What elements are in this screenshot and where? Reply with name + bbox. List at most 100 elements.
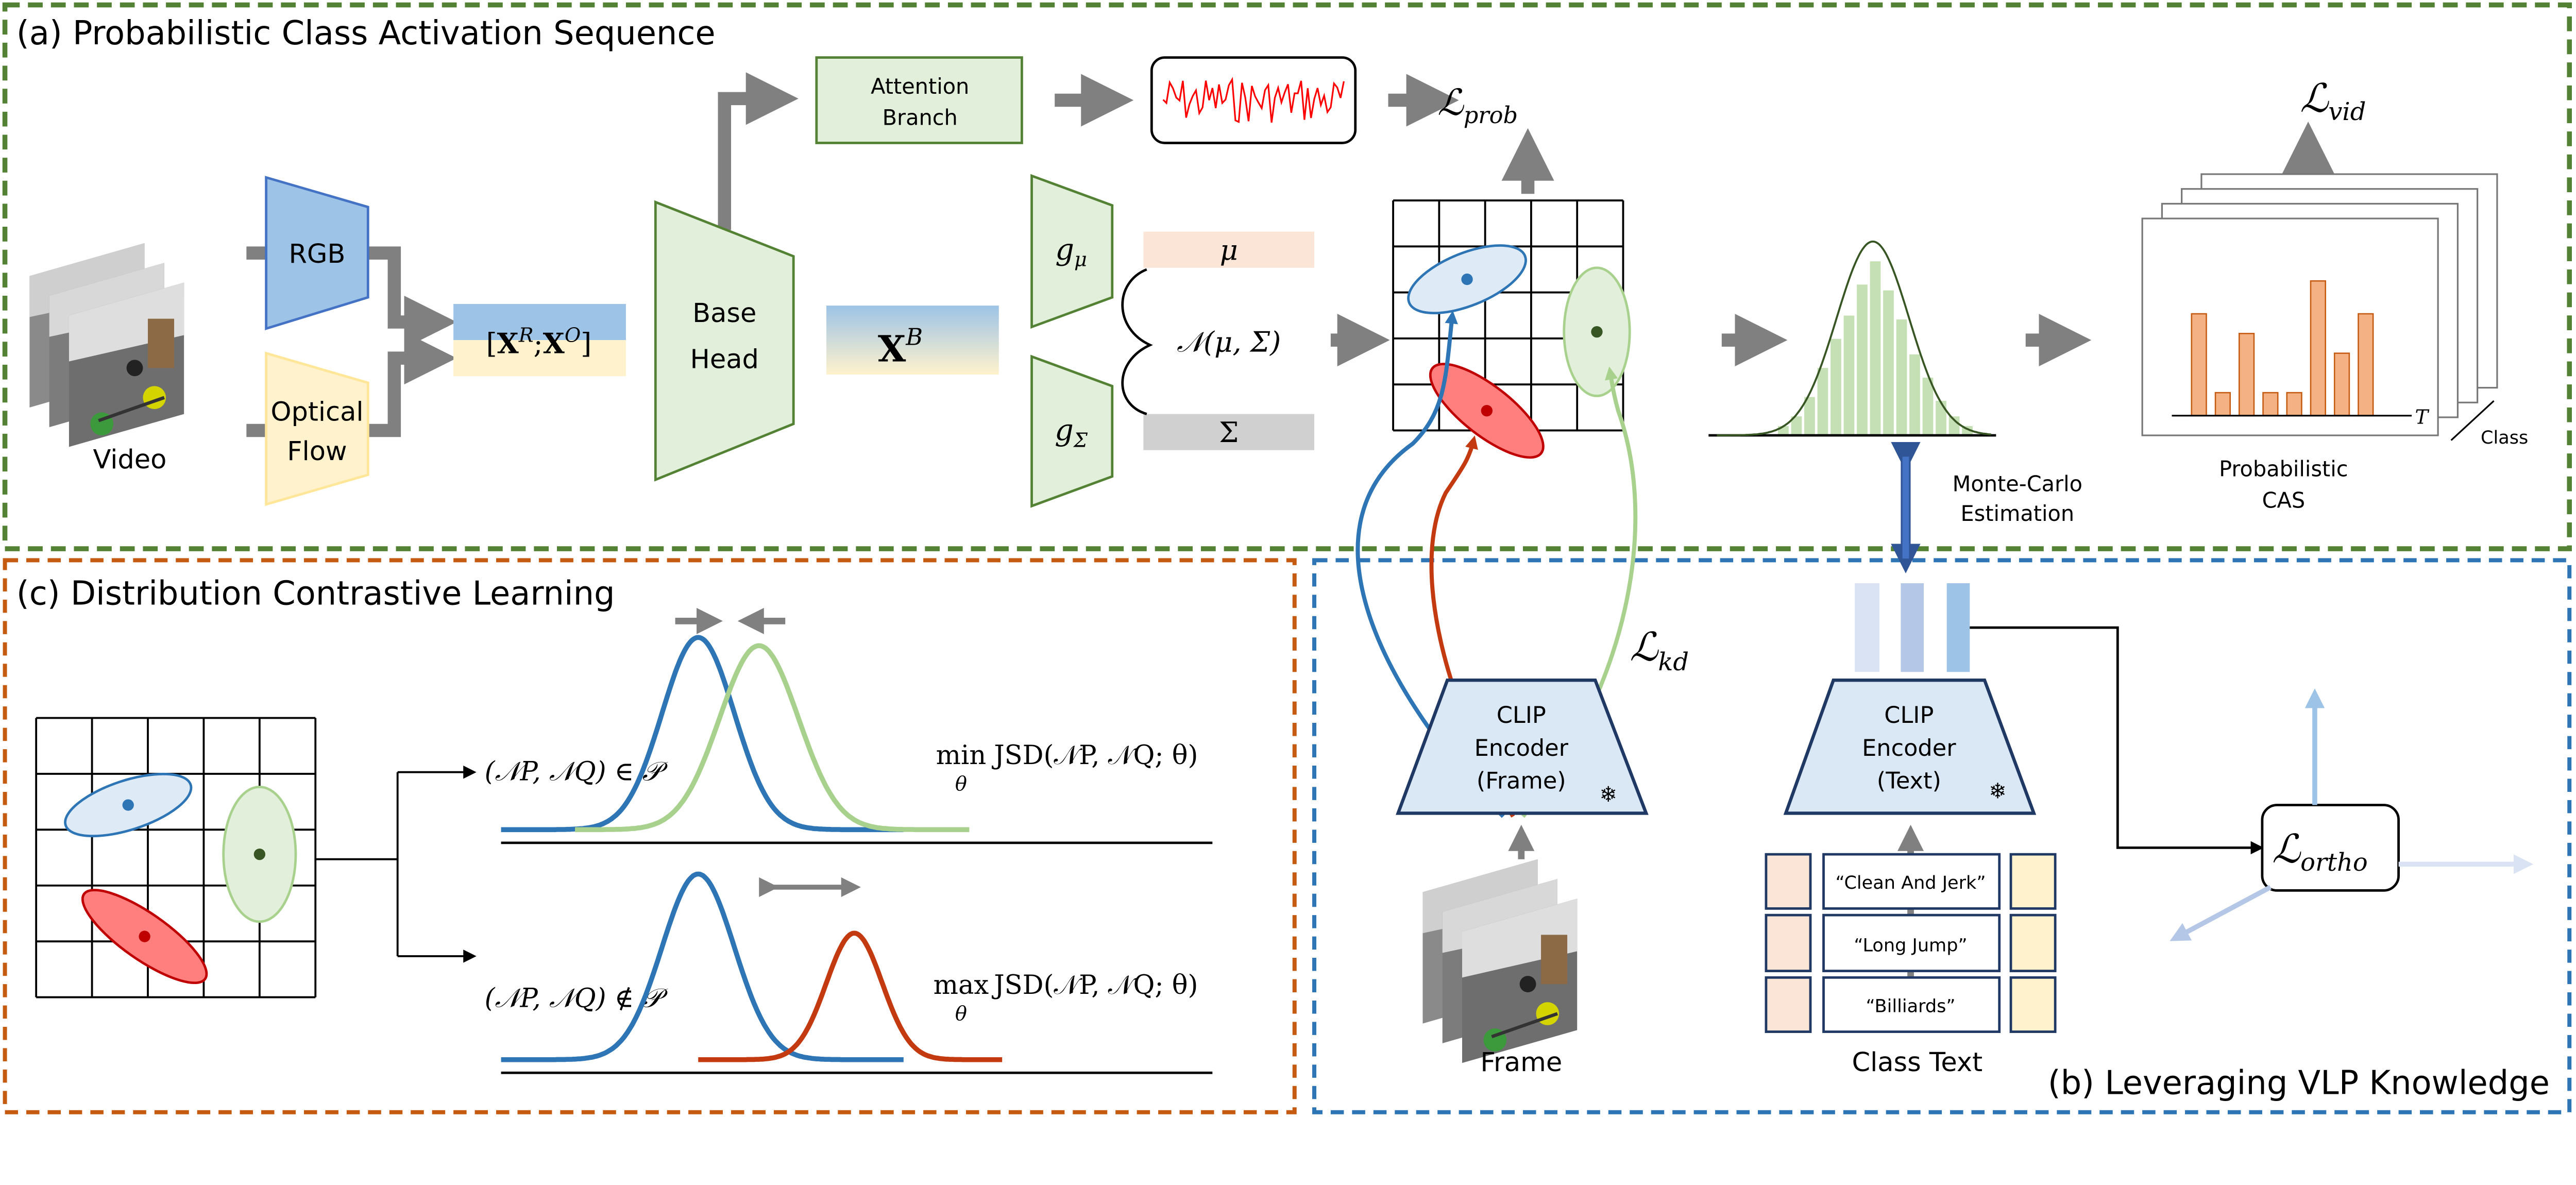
cas-bar bbox=[2191, 313, 2207, 417]
class-text-row: “Clean And Jerk” bbox=[1765, 853, 2057, 910]
attention-branch bbox=[815, 56, 1023, 144]
ortho-axis-diag-arrow bbox=[2170, 885, 2272, 941]
max-expression: JSD(𝒩P, 𝒩Q; θ) bbox=[991, 970, 1198, 1001]
cas-bar bbox=[2214, 392, 2231, 417]
snowflake-icon: ❄ bbox=[1599, 782, 1617, 807]
frame-label: Frame bbox=[1480, 1047, 1562, 1078]
clip-frame-encoder bbox=[1396, 678, 1649, 815]
flow-encoder bbox=[265, 351, 369, 506]
panel-b-title: (b) Leveraging VLP Knowledge bbox=[2048, 1064, 2550, 1103]
blue-mean-dot-c bbox=[122, 799, 134, 811]
min-objective: min θ JSD(𝒩P, 𝒩Q; θ) bbox=[936, 740, 1198, 795]
normal-label: 𝒩(μ, Σ) bbox=[1177, 326, 1281, 358]
panel-c-title: (c) Distribution Contrastive Learning bbox=[16, 574, 615, 613]
video-label: Video bbox=[93, 445, 166, 475]
red-mean-dot-c bbox=[139, 930, 150, 942]
mu-box bbox=[1143, 231, 1315, 268]
cas-bars bbox=[2191, 280, 2374, 417]
base-feature bbox=[826, 306, 999, 375]
attention-signal-box bbox=[1150, 56, 1357, 144]
video-frames-image bbox=[29, 243, 184, 447]
histogram-bar bbox=[1869, 260, 1882, 436]
attention-signal-line bbox=[1162, 77, 1345, 123]
cas-class-axis bbox=[2450, 400, 2495, 441]
mu-label: μ bbox=[1220, 234, 1238, 266]
base-feature-label: XB bbox=[878, 324, 923, 370]
cas-axis-t: T bbox=[2415, 406, 2429, 429]
loss-prob: ℒprob bbox=[1437, 81, 1518, 129]
cas-axis-class: Class bbox=[2481, 427, 2528, 448]
loss-kd: ℒkd bbox=[1630, 624, 1689, 676]
sigma-box bbox=[1143, 414, 1315, 450]
base-to-attention-arrow bbox=[718, 72, 799, 230]
concat-feature-rgb-half bbox=[453, 303, 626, 341]
concat-feature-flow-half bbox=[453, 340, 626, 377]
loss-ortho: ℒortho bbox=[2272, 826, 2368, 877]
clip-text-label-1: CLIP bbox=[1884, 702, 1934, 729]
cas-label-2: CAS bbox=[2262, 488, 2306, 513]
g-mu-label: gμ bbox=[1055, 232, 1087, 272]
base-head-label-2: Head bbox=[690, 344, 759, 375]
cas-bar bbox=[2262, 392, 2279, 417]
rgb-encoder bbox=[265, 176, 369, 330]
class-text-item: “Clean And Jerk” bbox=[1836, 872, 1986, 893]
clip-text-encoder bbox=[1783, 678, 2037, 815]
clip-frame-label-3: (Frame) bbox=[1477, 768, 1566, 794]
cas-bar bbox=[2310, 280, 2326, 417]
text-embedding-bar-2 bbox=[1901, 583, 1924, 672]
snowflake-icon: ❄ bbox=[1989, 779, 2007, 804]
cas-bar bbox=[2333, 352, 2350, 417]
flow-label-2: Flow bbox=[287, 436, 347, 467]
histogram-bar bbox=[1935, 400, 1947, 436]
clip-text-label-3: (Text) bbox=[1877, 768, 1941, 794]
max-variable: θ bbox=[955, 1002, 967, 1025]
histogram-bar bbox=[1895, 318, 1908, 436]
panel-b-frame bbox=[1312, 558, 2572, 1114]
negative-blue-gaussian bbox=[501, 871, 904, 1062]
monte-carlo-label-2: Estimation bbox=[1960, 501, 2074, 526]
max-objective: max θ JSD(𝒩P, 𝒩Q; θ) bbox=[934, 970, 1198, 1025]
base-head bbox=[654, 200, 795, 482]
cas-bar bbox=[2358, 313, 2374, 417]
cas-label-1: Probabilistic bbox=[2219, 457, 2348, 482]
cas-bar bbox=[2239, 333, 2255, 417]
positive-blue-gaussian bbox=[501, 635, 904, 833]
histogram-bar bbox=[1829, 338, 1842, 436]
concat-feature-label: [XR;XO] bbox=[486, 324, 592, 360]
text-embedding-bar-3 bbox=[1946, 583, 1970, 672]
panel-a-title: (a) Probabilistic Class Activation Seque… bbox=[16, 14, 716, 53]
histogram-bar bbox=[1842, 314, 1855, 436]
panel-c-frame bbox=[3, 558, 1297, 1114]
clip-frame-label-1: CLIP bbox=[1497, 702, 1546, 729]
g-mu-head bbox=[1030, 174, 1114, 329]
class-text-item: “Billiards” bbox=[1866, 995, 1955, 1017]
class-text-label: Class Text bbox=[1852, 1047, 1982, 1078]
g-sigma-label: gΣ bbox=[1055, 413, 1088, 452]
frame-images bbox=[1422, 859, 1577, 1063]
text-embedding-bar-1 bbox=[1855, 583, 1879, 672]
attention-label-2: Branch bbox=[883, 105, 958, 130]
loss-vid: ℒvid bbox=[2300, 76, 2366, 126]
kd-blue-curve bbox=[1355, 310, 1505, 818]
g-sigma-head bbox=[1030, 354, 1114, 508]
rgb-to-concat-arrow bbox=[368, 246, 457, 349]
min-variable: θ bbox=[955, 772, 967, 795]
histogram-bar bbox=[1882, 290, 1895, 436]
base-head-label-1: Base bbox=[692, 298, 756, 329]
rgb-label: RGB bbox=[289, 239, 345, 269]
attention-label-1: Attention bbox=[871, 74, 969, 99]
class-text-row: “Long Jump” bbox=[1765, 913, 2057, 972]
cas-bar bbox=[2286, 392, 2302, 417]
class-text-item: “Long Jump” bbox=[1854, 935, 1967, 956]
max-operator: max bbox=[934, 970, 989, 1001]
text-to-ortho-arrow bbox=[1970, 626, 2264, 855]
histogram-bar bbox=[1856, 283, 1869, 436]
histogram-bar bbox=[1908, 353, 1921, 436]
histogram-bar bbox=[1816, 367, 1829, 436]
min-operator: min bbox=[936, 740, 987, 771]
red-mean-dot bbox=[1481, 405, 1493, 417]
clip-frame-label-2: Encoder bbox=[1475, 735, 1569, 761]
negative-red-gaussian bbox=[698, 930, 1003, 1062]
flow-to-concat-arrow bbox=[368, 332, 457, 437]
sigma-label: Σ bbox=[1219, 416, 1239, 449]
